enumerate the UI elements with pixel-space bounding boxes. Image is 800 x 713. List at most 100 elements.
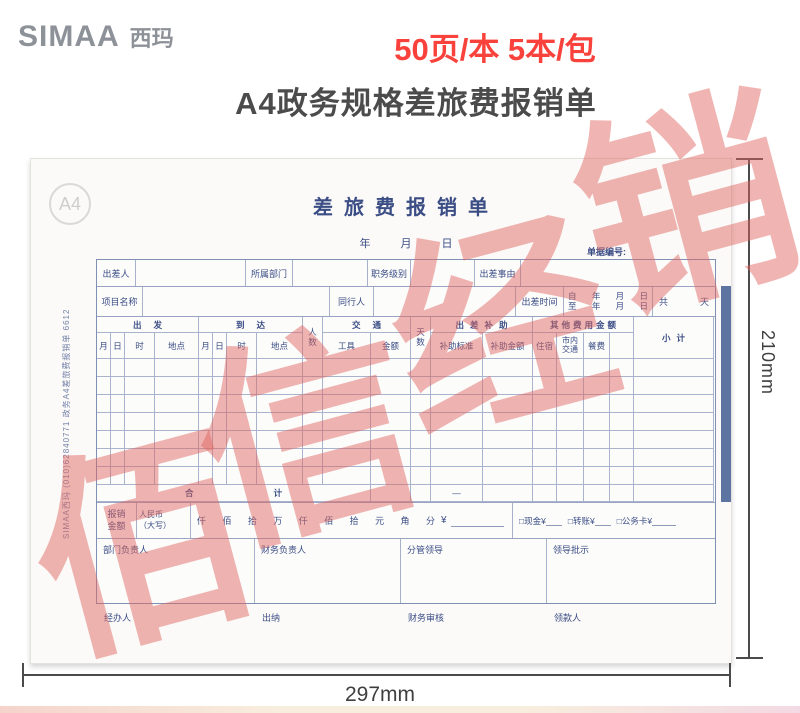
empty-data-cell [483,413,533,431]
date-day-label: 日 [441,238,453,250]
empty-data-cell [584,449,610,467]
payment-method-cell: □现金¥ □转账¥ □公务卡¥ [513,503,715,538]
city-transport-header: 市内 交通 [557,333,584,359]
empty-data-cell [97,395,111,413]
empty-data-cell [411,395,431,413]
width-dimension-right-cap [729,663,731,687]
empty-data-cell [227,449,257,467]
empty-data-cell [213,359,227,377]
depart-day-header: 日 [111,333,125,359]
empty-data-cell [634,449,714,467]
empty-data-cell [371,395,411,413]
yen-blank-line [450,514,504,527]
subsidy-amount-header: 补助金额 [483,333,533,359]
transport-tool-header: 工具 [323,333,371,359]
empty-data-cell [557,431,584,449]
people-top: 人 [308,326,317,337]
empty-data-cell [199,395,213,413]
empty-data-cell [483,467,533,485]
empty-data-cell [533,413,557,431]
reason-value [521,260,715,286]
date-year-label: 年 [359,238,371,250]
empty-data-cell [431,467,483,485]
binding-strip [721,286,731,502]
days-count-header: 天 数 [411,317,431,359]
empty-data-cell [557,413,584,431]
a4-badge: A4 [49,183,91,225]
empty-data-cell [610,377,634,395]
empty-data-cell [371,449,411,467]
empty-data-cell [634,359,714,377]
empty-data-cell [584,395,610,413]
empty-data-cell [483,377,533,395]
empty-data-cell [111,359,125,377]
empty-data-cell [323,377,371,395]
empty-data-cell [533,395,557,413]
bottom-banner-strip [0,706,800,713]
empty-data-cell [584,359,610,377]
empty-data-cell [213,413,227,431]
cashier-label: 出纳 [262,613,281,623]
empty-data-cell [533,359,557,377]
traveler-label: 出差人 [97,260,136,286]
empty-data-cell [533,377,557,395]
amount-label-line2: 金额 [107,520,126,531]
digit-jiao: 角 [400,516,410,526]
empty-data-cell [97,413,111,431]
currency-label: 人民币 （大写） [137,503,191,538]
empty-data-cell [303,449,323,467]
empty-data-cell [371,359,411,377]
digit-yuan: 元 [375,516,385,526]
subsidy-group-header: 出差补助 [431,317,533,333]
detail-grid: 出发 到达 人 数 交通 天 数 出差补助 其他费用金额 小计 月 日 时 地点… [97,317,715,503]
companion-value [374,287,516,316]
handler-label: 经办人 [104,613,132,623]
empty-data-cell [257,467,303,485]
empty-data-cell [303,413,323,431]
empty-data-cell [557,377,584,395]
empty-data-cell [634,395,714,413]
empty-data-cell [125,431,155,449]
arrive-hour-header: 时 [227,333,257,359]
days-top: 天 [416,326,425,337]
empty-data-cell [199,449,213,467]
empty-data-cell [610,395,634,413]
form-row-traveler: 出差人 所属部门 职务级别 出差事由 [97,260,715,287]
empty-data-cell [411,431,431,449]
empty-data-cell [125,449,155,467]
subtotal-header: 小计 [634,317,714,359]
dept-head-box: 部门负责人 [97,539,255,603]
empty-data-cell [125,467,155,485]
empty-data-cell [634,377,714,395]
empty-data-cell [257,413,303,431]
empty-data-cell [323,431,371,449]
total-cell [584,485,610,502]
digit-strip: 仟 佰 拾 万 仟 佰 拾 元 角 分 [197,514,435,527]
total-cell [634,485,714,502]
transfer-blank-line [594,515,611,526]
city-transport-line1: 市内 [562,336,578,346]
total-label: 共 [659,297,669,307]
height-dimension-line [748,159,750,658]
empty-data-cell [584,431,610,449]
department-value [293,260,368,286]
from-year: 年 [591,290,601,301]
empty-data-cell [533,449,557,467]
card-option: □公务卡¥ [617,515,677,527]
from-label: 自 [568,290,577,301]
doc-number-label: 单据编号: [587,247,626,257]
depart-place-header: 地点 [155,333,199,359]
empty-data-cell [257,359,303,377]
yen-symbol: ¥ [441,515,447,526]
empty-data-cell [125,395,155,413]
empty-data-cell [111,449,125,467]
empty-data-cell [483,431,533,449]
empty-data-cell [111,431,125,449]
height-dimension-bottom-cap [736,657,763,659]
empty-data-cell [199,377,213,395]
days-bottom: 数 [416,336,425,347]
empty-data-cell [257,395,303,413]
arrive-place-header: 地点 [257,333,303,359]
empty-data-cell [411,359,431,377]
rank-value [411,260,475,286]
